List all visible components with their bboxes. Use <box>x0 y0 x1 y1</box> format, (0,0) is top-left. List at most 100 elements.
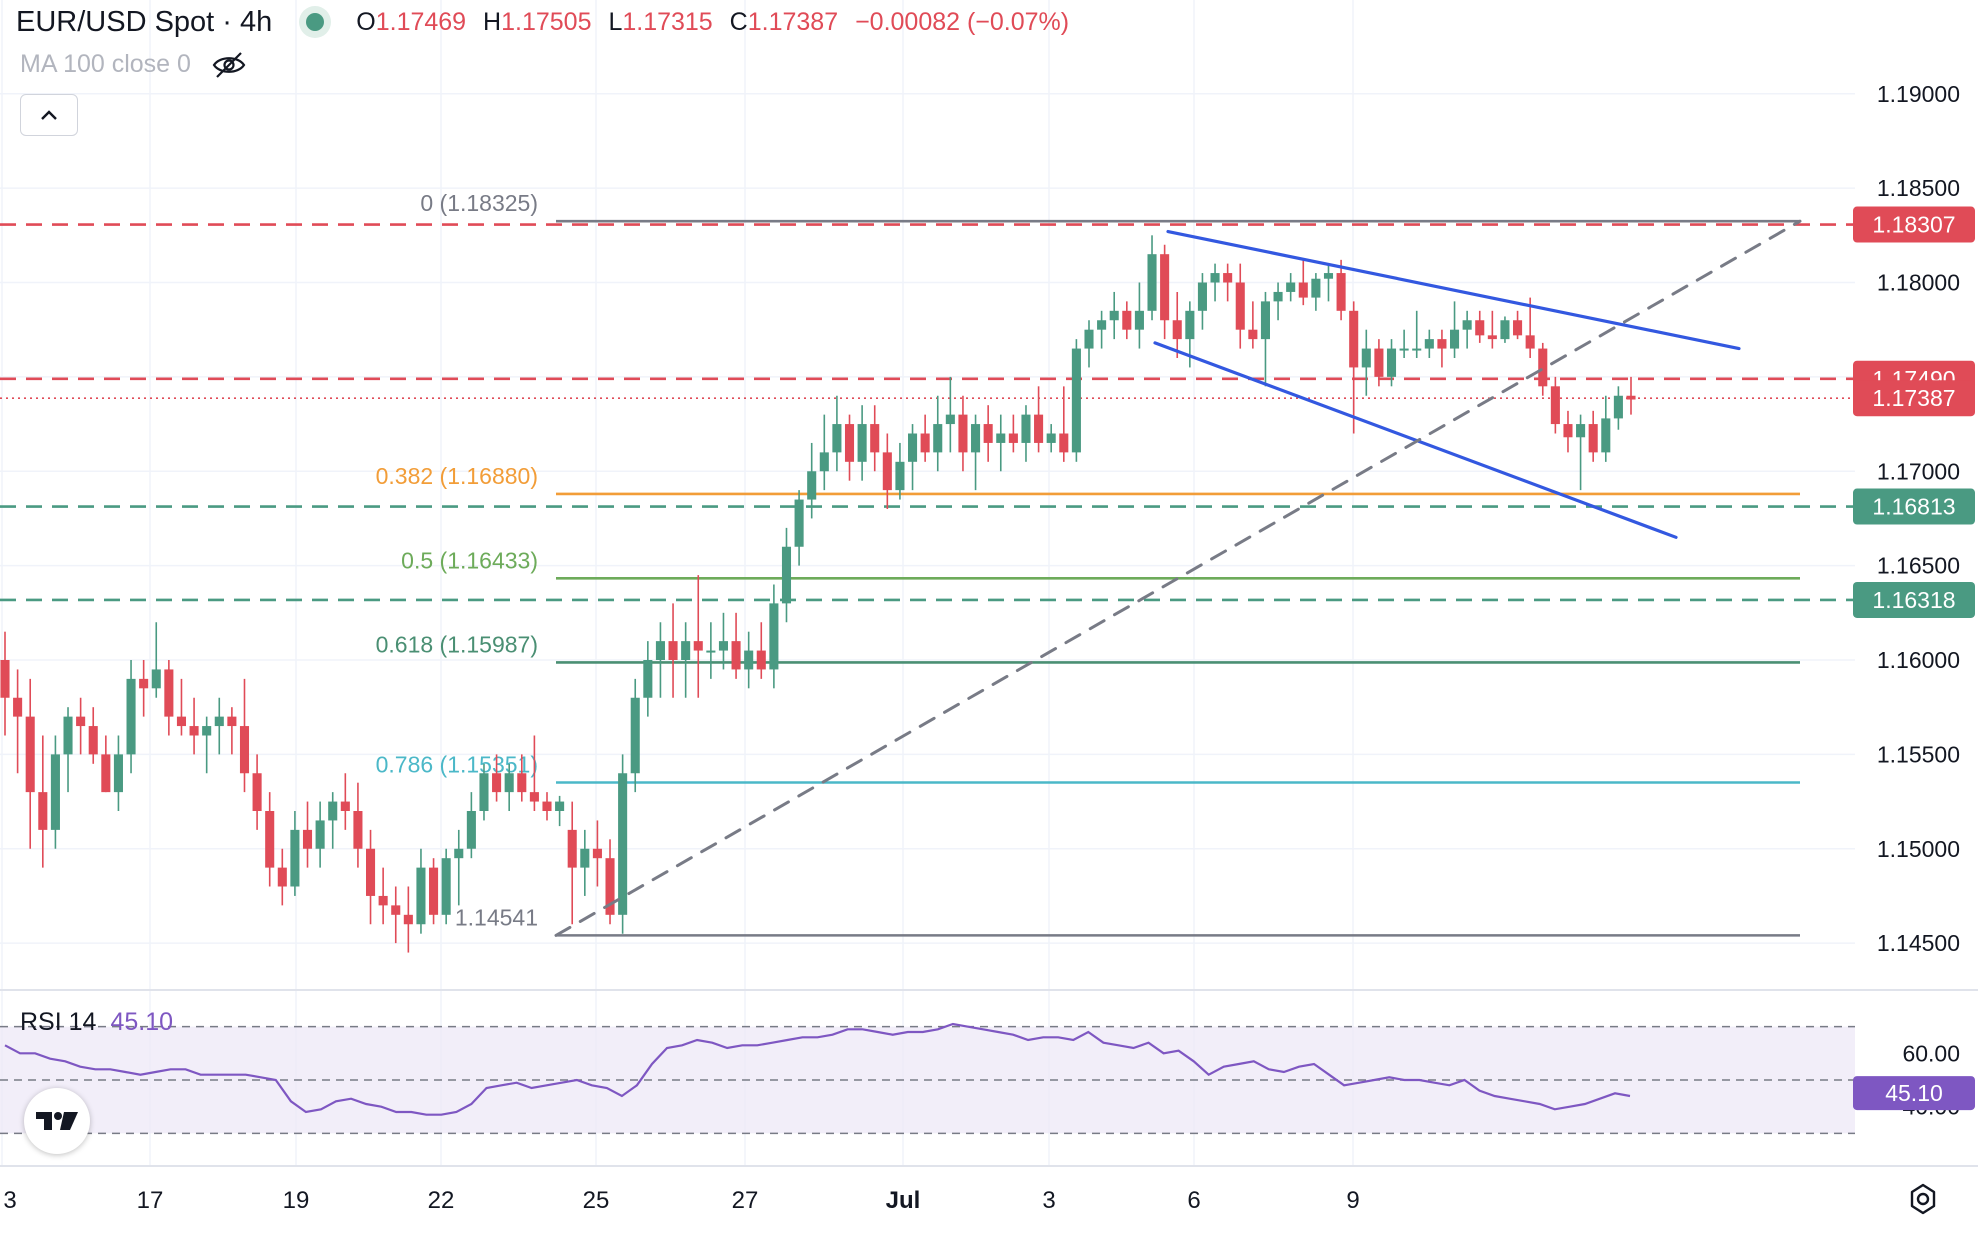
candle-body <box>731 641 741 670</box>
candle-body <box>239 726 250 774</box>
candle-body <box>1550 386 1560 425</box>
tradingview-logo-icon <box>36 1112 78 1130</box>
candle-body <box>492 773 502 793</box>
candle-body <box>1449 329 1460 349</box>
candle-body <box>1576 424 1586 438</box>
candle-body <box>567 829 577 868</box>
candle-body <box>391 905 401 915</box>
candle-body <box>945 414 955 425</box>
candle-body <box>819 452 829 472</box>
candle-body <box>655 641 665 660</box>
candle-body <box>744 650 754 670</box>
ma-label: MA 100 close 0 <box>20 50 191 78</box>
candle-body <box>189 726 199 736</box>
low-label: L <box>608 7 623 36</box>
candle-body <box>1311 278 1321 298</box>
candle-body <box>277 867 287 887</box>
rsi-legend[interactable]: RSI 14 45.10 <box>20 1008 173 1037</box>
rsi-axis-tick-label: 60.00 <box>1902 1040 1960 1066</box>
candle-body <box>328 801 338 821</box>
change-value: −0.00082 (−0.07%) <box>855 7 1070 36</box>
candle-body <box>1462 320 1472 330</box>
candle-body <box>1513 320 1523 336</box>
eye-off-icon[interactable] <box>211 51 247 79</box>
candle-body <box>227 716 237 727</box>
candle-body <box>1361 348 1371 368</box>
candle-body <box>618 773 628 915</box>
fib-level-label: 0.786 (1.15351) <box>376 751 538 777</box>
candle-body <box>365 848 376 896</box>
time-axis-tick-label: 25 <box>583 1187 610 1214</box>
candle-body <box>832 424 842 453</box>
candle-body <box>958 414 968 453</box>
candle-body <box>113 754 123 793</box>
candle-body <box>1273 291 1283 302</box>
close-label: C <box>729 7 748 36</box>
price-axis-tick-label: 1.14500 <box>1877 930 1960 956</box>
price-label-text: 1.18307 <box>1872 212 1955 238</box>
ma-indicator-legend[interactable]: MA 100 close 0 <box>20 50 247 79</box>
time-axis-tick-label: 17 <box>137 1187 164 1214</box>
candle-body <box>441 858 451 915</box>
candle-body <box>1235 282 1245 330</box>
candle-body <box>1613 395 1623 419</box>
candle-body <box>630 697 640 774</box>
candle-body <box>1298 282 1308 298</box>
candle-body <box>1134 310 1144 330</box>
price-axis-tick-label: 1.18000 <box>1877 270 1960 296</box>
candle-body <box>1223 273 1233 283</box>
rsi-line <box>4 1022 1631 1116</box>
fib-level-label: 0.5 (1.16433) <box>401 547 538 573</box>
price-label-badge <box>1853 380 1975 417</box>
price-label-badge <box>1853 488 1975 525</box>
candle-body <box>1008 433 1018 443</box>
candle-body <box>592 848 602 859</box>
candle-body <box>1349 310 1359 368</box>
fib-level-label: 0 (1.18325) <box>420 190 538 216</box>
time-axis-tick-label: Jul <box>886 1187 921 1214</box>
candle-body <box>1437 339 1447 349</box>
price-axis-background <box>1855 0 1978 1238</box>
candle-body <box>882 452 892 491</box>
candle-body <box>202 726 212 736</box>
candle-body <box>756 650 766 670</box>
fib-level-label: 1.14541 <box>455 904 538 930</box>
tradingview-logo[interactable] <box>24 1088 90 1154</box>
candle-body <box>504 773 514 793</box>
candle-body <box>1563 424 1573 438</box>
candle-body <box>907 433 918 462</box>
open-value: 1.17469 <box>375 7 467 36</box>
candle-body <box>1286 282 1296 292</box>
candle-body <box>1475 320 1485 336</box>
settings-gear-icon[interactable] <box>1906 1182 1940 1216</box>
price-axis-tick-label: 1.16000 <box>1877 647 1960 673</box>
time-axis-tick-label: 27 <box>732 1187 759 1214</box>
candle-body <box>1601 418 1611 453</box>
market-status-icon <box>306 13 325 31</box>
symbol-title[interactable]: EUR/USD Spot · 4h <box>16 5 273 38</box>
candle-body <box>139 678 149 689</box>
candle-body <box>429 867 439 915</box>
candle-body <box>302 829 313 849</box>
candle-body <box>1059 433 1069 453</box>
candle-body <box>1260 301 1271 340</box>
candle-body <box>76 716 86 727</box>
candle-body <box>1399 348 1409 351</box>
candle-body <box>517 773 527 793</box>
candle-body <box>252 773 262 811</box>
candle-body <box>1210 273 1220 283</box>
collapse-legend-button[interactable] <box>20 94 78 136</box>
price-label-text: 1.16318 <box>1872 587 1955 613</box>
time-axis-tick-label: 9 <box>1346 1187 1359 1214</box>
time-axis-tick-label: 3 <box>3 1187 16 1214</box>
candle-body <box>1160 254 1170 321</box>
price-axis-tick-label: 1.15000 <box>1877 836 1960 862</box>
candle-body <box>1525 335 1535 349</box>
candle-body <box>605 858 615 915</box>
candle-body <box>1046 433 1056 443</box>
candle-body <box>529 792 539 802</box>
candle-body <box>1122 310 1132 330</box>
price-axis-tick-label: 1.15500 <box>1877 741 1960 767</box>
fib-level-label: 0.618 (1.15987) <box>376 631 538 657</box>
